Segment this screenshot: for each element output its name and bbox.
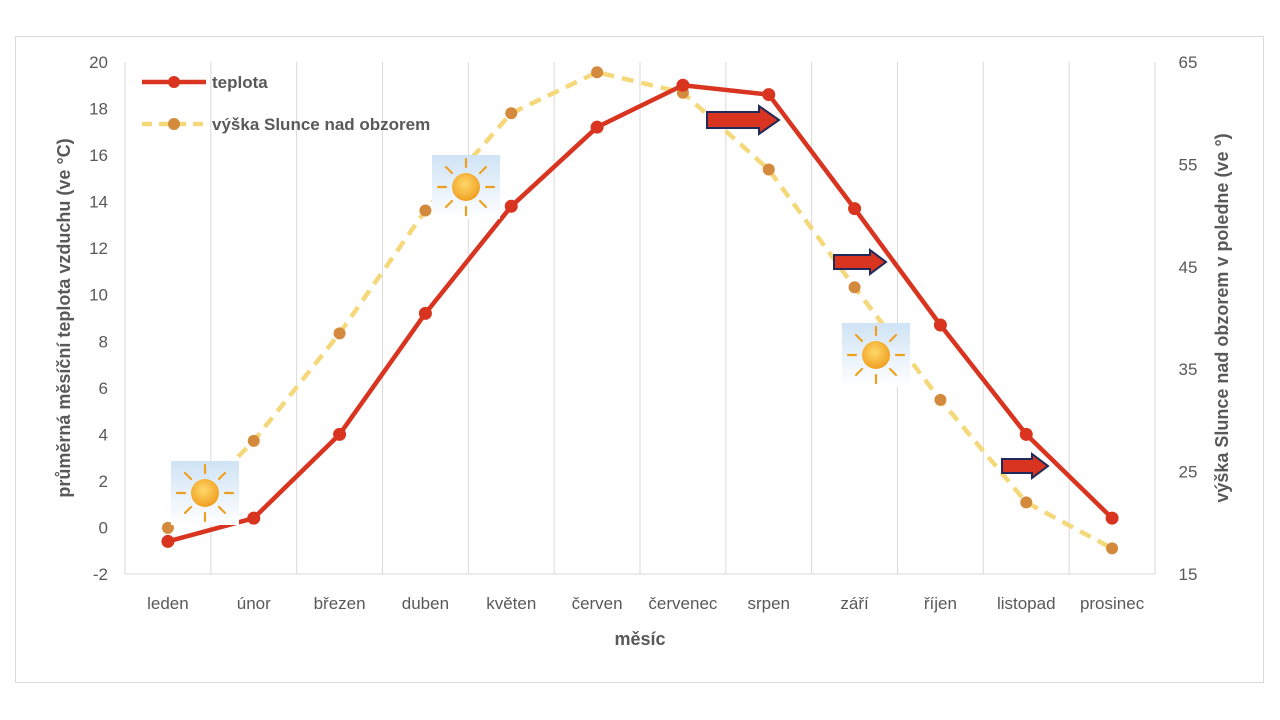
series-sun-height xyxy=(161,66,1119,555)
x-tick-label: červen xyxy=(572,594,623,613)
x-axis-title: měsíc xyxy=(614,629,665,649)
left-tick-label: 6 xyxy=(99,379,108,398)
x-tick-label: únor xyxy=(237,594,271,613)
temperature-point xyxy=(247,511,261,525)
x-tick-label: březen xyxy=(314,594,366,613)
left-tick-label: 20 xyxy=(89,53,108,72)
sun-height-point xyxy=(505,107,518,120)
left-tick-label: 4 xyxy=(99,425,108,444)
left-axis-ticks: -2 0 2 4 6 8 10 12 14 16 18 20 xyxy=(89,53,108,584)
left-tick-label: 10 xyxy=(89,286,108,305)
right-tick-label: 15 xyxy=(1179,565,1198,584)
sun-height-point xyxy=(247,434,260,447)
right-axis-ticks: 15 25 35 45 55 65 xyxy=(1179,53,1198,584)
sun-icon xyxy=(842,323,910,387)
left-tick-label: 8 xyxy=(99,332,108,351)
sun-height-point xyxy=(762,163,775,176)
right-tick-label: 65 xyxy=(1179,53,1198,72)
series-temperature xyxy=(161,78,1119,548)
x-tick-label: říjen xyxy=(924,594,957,613)
temperature-point xyxy=(762,88,776,102)
right-arrow-icon xyxy=(833,248,888,276)
legend: teplota výška Slunce nad obzorem xyxy=(142,73,430,134)
x-tick-label: srpen xyxy=(747,594,790,613)
legend-item-temperature: teplota xyxy=(142,73,268,92)
legend-label-sun-height: výška Slunce nad obzorem xyxy=(212,115,430,134)
left-tick-label: 2 xyxy=(99,472,108,491)
sun-height-point xyxy=(591,66,604,79)
temperature-point xyxy=(504,199,518,213)
sun-height-point xyxy=(1020,496,1033,509)
temperature-point xyxy=(676,78,690,92)
temperature-point xyxy=(590,120,604,134)
sun-height-point xyxy=(934,393,947,406)
sun-icon xyxy=(171,461,239,525)
x-tick-label: leden xyxy=(147,594,189,613)
right-tick-label: 45 xyxy=(1179,258,1198,277)
sun-height-point xyxy=(333,327,346,340)
temperature-point xyxy=(848,202,862,216)
temperature-point xyxy=(333,427,347,441)
x-tick-label: listopad xyxy=(997,594,1056,613)
left-tick-label: -2 xyxy=(93,565,108,584)
sun-height-point xyxy=(848,281,861,294)
right-tick-label: 35 xyxy=(1179,360,1198,379)
right-tick-label: 25 xyxy=(1179,463,1198,482)
sun-height-line xyxy=(166,69,1114,551)
right-axis-title: výška Slunce nad obzorem v poledne (ve °… xyxy=(1212,133,1232,502)
temperature-point xyxy=(418,306,432,320)
temperature-line xyxy=(167,83,1114,544)
x-axis-ticks: leden únor březen duben květen červen červenec… xyxy=(147,594,1145,613)
legend-label-temperature: teplota xyxy=(212,73,268,92)
left-tick-label: 18 xyxy=(89,100,108,119)
sun-height-point xyxy=(419,204,432,217)
temperature-point xyxy=(161,534,175,548)
left-tick-label: 12 xyxy=(89,239,108,258)
x-tick-label: září xyxy=(840,594,869,613)
x-tick-label: květen xyxy=(486,594,536,613)
left-axis-title: průměrná měsíční teplota vzduchu (ve °C) xyxy=(54,138,74,497)
sun-height-point xyxy=(1106,542,1119,555)
temperature-point xyxy=(933,318,947,332)
temperature-point xyxy=(1105,511,1119,525)
right-arrow-icon xyxy=(1001,452,1050,480)
temperature-point xyxy=(1019,427,1033,441)
legend-item-sun-height: výška Slunce nad obzorem xyxy=(142,115,430,134)
sun-icon xyxy=(432,155,500,219)
left-tick-label: 16 xyxy=(89,146,108,165)
vertical-gridlines xyxy=(124,62,1156,575)
x-tick-label: prosinec xyxy=(1080,594,1145,613)
left-tick-label: 14 xyxy=(89,193,108,212)
left-tick-label: 0 xyxy=(99,518,108,537)
right-tick-label: 55 xyxy=(1179,155,1198,174)
x-tick-label: červenec xyxy=(648,594,717,613)
right-arrow-icon xyxy=(706,104,781,136)
sun-height-point xyxy=(161,521,174,534)
x-tick-label: duben xyxy=(402,594,449,613)
